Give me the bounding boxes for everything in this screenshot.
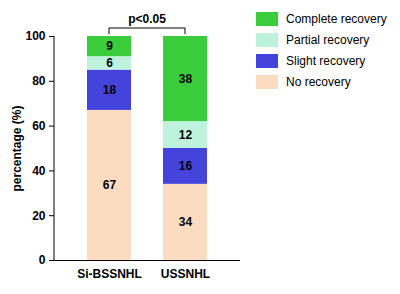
html-text:Complete recovery: Complete recovery [286, 12, 387, 26]
svg-text:40: 40 [32, 164, 46, 178]
svg-text:67: 67 [103, 178, 117, 192]
svg-text:16: 16 [179, 159, 193, 173]
svg-text:38: 38 [179, 72, 193, 86]
svg-text:Si-BSSNHL: Si-BSSNHL [77, 267, 142, 281]
svg-text:20: 20 [32, 209, 46, 223]
svg-text:p<0.05: p<0.05 [128, 12, 166, 26]
svg-text:60: 60 [32, 119, 46, 133]
svg-text:18: 18 [103, 83, 117, 97]
html-text:Slight recovery: Slight recovery [286, 54, 366, 68]
svg-text:USSNHL: USSNHL [161, 267, 210, 281]
html-text:Partial recovery: Partial recovery [286, 33, 370, 47]
html-text:No recovery: No recovery [286, 75, 351, 89]
svg-text:12: 12 [179, 128, 193, 142]
svg-text:100: 100 [25, 29, 45, 43]
svg-text:percentage (%): percentage (%) [10, 105, 24, 191]
svg-text:0: 0 [39, 253, 46, 267]
svg-text:80: 80 [32, 74, 46, 88]
svg-text:6: 6 [106, 56, 113, 70]
svg-text:34: 34 [179, 215, 193, 229]
svg-text:9: 9 [106, 39, 113, 53]
